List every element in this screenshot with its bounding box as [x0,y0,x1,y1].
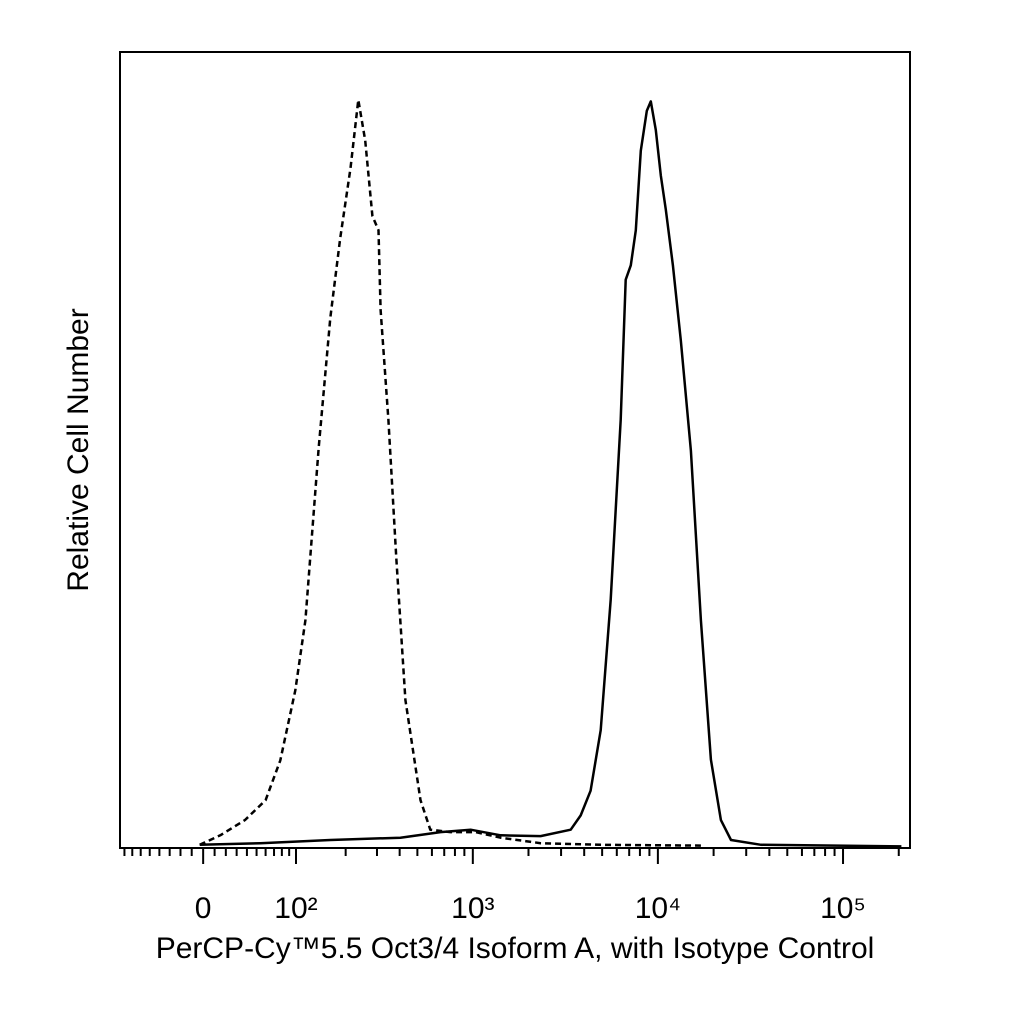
x-tick-label: 10³ [451,892,494,925]
histogram-line [199,100,902,848]
plot-frame [119,51,911,849]
x-tick-label: 10⁴ [635,892,681,925]
histogram-line [199,98,701,847]
x-tick-label: 0 [195,892,212,925]
y-axis-label: Relative Cell Number [62,308,95,591]
x-axis-label: PerCP-Cy™5.5 Oct3/4 Isoform A, with Isot… [156,932,875,965]
x-tick-label: 10⁵ [820,892,866,925]
x-tick-label: 10² [274,892,317,925]
